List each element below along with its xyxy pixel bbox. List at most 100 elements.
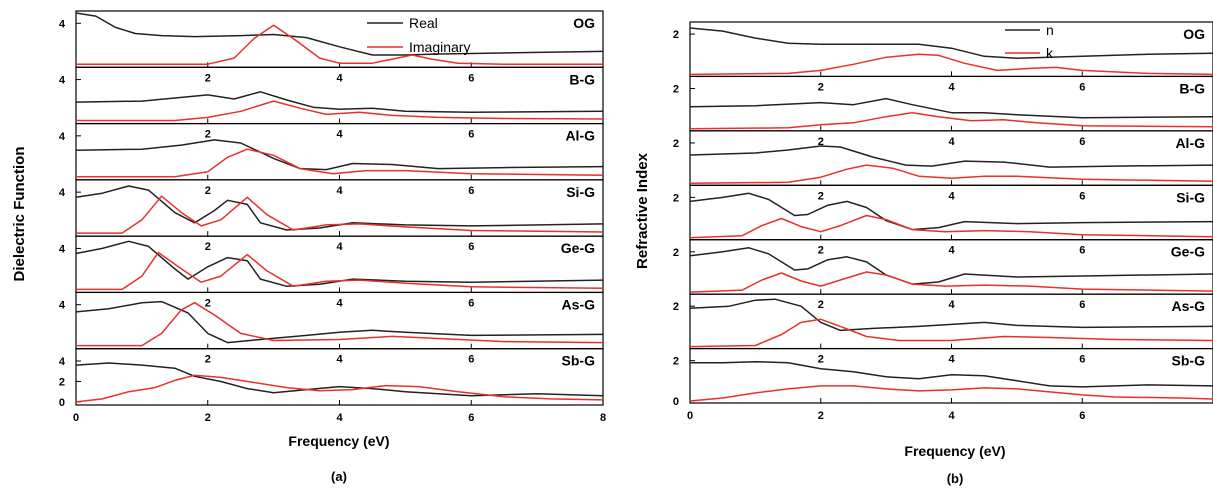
panel-label: As-G bbox=[562, 296, 596, 312]
panel-label: Si-G bbox=[566, 184, 595, 200]
y-tick-label: 4 bbox=[59, 18, 66, 30]
inner-x-tick-label: 4 bbox=[948, 299, 955, 311]
x-tick-label: 4 bbox=[948, 410, 955, 422]
chart-b-ylabel: Refractive Index bbox=[634, 152, 651, 269]
y-tick-label: 2 bbox=[59, 376, 65, 388]
y-tick-label: 4 bbox=[59, 187, 66, 199]
chart-b-legend: n k bbox=[1005, 22, 1054, 61]
y-tick-label: 4 bbox=[59, 75, 66, 87]
x-tick-label: 6 bbox=[468, 412, 474, 424]
panel-sb-g: 0 2 4 2 4 6 Sb-G bbox=[59, 348, 604, 409]
inner-x-tick-label: 4 bbox=[336, 129, 343, 141]
inner-x-tick-label: 2 bbox=[818, 81, 824, 93]
inner-x-tick-label: 2 bbox=[205, 297, 211, 309]
inner-x-tick-label: 4 bbox=[948, 190, 955, 202]
x-tick-label: 2 bbox=[205, 412, 211, 424]
panel-label: Ge-G bbox=[561, 240, 595, 256]
y-tick-label: 4 bbox=[59, 131, 66, 143]
series-line-real bbox=[75, 362, 604, 397]
panel-ge-g: 2 2 4 6 Ge-G bbox=[673, 239, 1213, 295]
inner-x-tick-label: 6 bbox=[1079, 245, 1085, 257]
x-tick-label: 6 bbox=[1079, 410, 1085, 422]
inner-x-tick-label: 2 bbox=[205, 72, 211, 84]
series-line-imaginary bbox=[76, 100, 604, 122]
inner-x-tick-label: 2 bbox=[205, 354, 211, 366]
panel-si-g: 2 2 4 6 Si-G bbox=[673, 184, 1213, 241]
y-tick-label: 2 bbox=[673, 29, 679, 41]
inner-x-tick-label: 2 bbox=[818, 190, 824, 202]
panel-si-g: 4 2 4 6 Si-G bbox=[59, 179, 604, 237]
panel-as-g: 2 2 4 6 As-G bbox=[673, 293, 1213, 350]
series-line-n bbox=[689, 192, 1213, 231]
panel-as-g: 4 2 4 6 As-G bbox=[59, 291, 604, 350]
inner-x-tick-label: 2 bbox=[818, 354, 824, 366]
series-line-imaginary bbox=[76, 195, 604, 234]
inner-x-tick-label: 6 bbox=[1079, 354, 1085, 366]
inner-x-tick-label: 2 bbox=[205, 185, 211, 197]
y-tick-label: 4 bbox=[59, 243, 66, 255]
panel-label: Al-G bbox=[1175, 135, 1205, 151]
series-line-k bbox=[689, 271, 1213, 293]
chart-b: Refractive Index Frequency (eV) (b) 2 OG2… bbox=[634, 21, 1213, 486]
series-line-n bbox=[689, 247, 1213, 285]
inner-x-tick-label: 2 bbox=[818, 299, 824, 311]
series-line-imaginary bbox=[76, 301, 604, 347]
legend-label-imaginary: Imaginary bbox=[409, 39, 470, 55]
inner-x-tick-label: 4 bbox=[336, 185, 343, 197]
series-line-real bbox=[75, 185, 604, 231]
inner-x-tick-label: 4 bbox=[336, 354, 343, 366]
y-tick-label: 0 bbox=[59, 397, 65, 409]
x-tick-label: 2 bbox=[818, 410, 824, 422]
panel-sb-g: 0 2 2 4 6 Sb-G bbox=[673, 347, 1213, 408]
series-line-k bbox=[689, 214, 1213, 239]
legend-label-n: n bbox=[1046, 22, 1054, 38]
y-tick-label: 2 bbox=[673, 247, 679, 259]
chart-a-ylabel: Dielectric Function bbox=[11, 146, 28, 281]
series-line-k bbox=[689, 53, 1213, 76]
series-line-real bbox=[75, 91, 604, 114]
series-line-real bbox=[75, 300, 604, 344]
series-line-real bbox=[75, 240, 604, 288]
chart-a-panels: 4 OG 4 2 4 6 B-G 4 2 4 6 Al-G 4 2 4 6 Si-G 4 2 4 6 Ge-G 4 2 4 6 As… bbox=[59, 10, 606, 424]
inner-x-tick-label: 6 bbox=[468, 297, 474, 309]
series-line-k bbox=[689, 318, 1213, 348]
chart-b-panels: 2 OG 2 2 4 6 B-G 2 2 4 6 Al-G 2 2 4 6 Si-G 2 2 4 6 Ge-G 2 2 4 6 As… bbox=[673, 21, 1213, 422]
panel-label: Ge-G bbox=[1171, 244, 1205, 260]
chart-a-legend: Real Imaginary bbox=[367, 15, 470, 55]
chart-b-xlabel: Frequency (eV) bbox=[904, 443, 1005, 459]
inner-x-tick-label: 6 bbox=[468, 354, 474, 366]
x-tick-label: 8 bbox=[600, 412, 606, 424]
inner-x-tick-label: 2 bbox=[205, 129, 211, 141]
inner-x-tick-label: 6 bbox=[468, 129, 474, 141]
inner-x-tick-label: 6 bbox=[468, 185, 474, 197]
panel-label: As-G bbox=[1172, 298, 1206, 314]
inner-x-tick-label: 6 bbox=[1079, 136, 1085, 148]
panel-label: Al-G bbox=[565, 128, 595, 144]
y-tick-label: 4 bbox=[59, 356, 66, 368]
y-tick-label: 4 bbox=[59, 300, 66, 312]
inner-x-tick-label: 2 bbox=[818, 136, 824, 148]
chart-a-caption: (a) bbox=[331, 469, 347, 484]
y-tick-label: 2 bbox=[673, 84, 679, 96]
series-line-k bbox=[689, 164, 1213, 185]
panel-label: OG bbox=[573, 15, 595, 31]
panel-b-g: 2 2 4 6 B-G bbox=[673, 75, 1213, 132]
series-line-n bbox=[690, 360, 1213, 388]
inner-x-tick-label: 4 bbox=[948, 136, 955, 148]
series-line-n bbox=[689, 298, 1213, 332]
panel-og: 2 OG bbox=[673, 21, 1213, 78]
x-tick-label: 4 bbox=[336, 412, 343, 424]
y-tick-label: 2 bbox=[673, 138, 679, 150]
legend-label-real: Real bbox=[409, 15, 438, 31]
panel-label: Si-G bbox=[1176, 189, 1205, 205]
series-line-imaginary bbox=[75, 374, 604, 403]
x-tick-label: 0 bbox=[687, 410, 693, 422]
panel-label: Sb-G bbox=[1172, 353, 1206, 369]
panel-label: B-G bbox=[569, 71, 595, 87]
panel-label: Sb-G bbox=[562, 353, 596, 369]
inner-x-tick-label: 4 bbox=[948, 245, 955, 257]
panel-og: 4 OG bbox=[59, 10, 604, 68]
legend-label-k: k bbox=[1046, 45, 1054, 61]
series-line-k bbox=[689, 111, 1213, 130]
